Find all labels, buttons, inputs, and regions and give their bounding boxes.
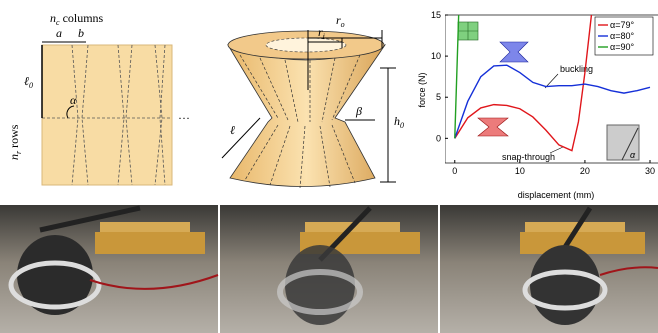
figure: nccolumns a b ℓ0 α nrrows ··· ro ri ℓ β … [0, 0, 658, 333]
y-tick-label: 0 [436, 133, 441, 143]
data-line [455, 15, 459, 138]
x-tick-label: 0 [452, 166, 457, 176]
inset-label: α [630, 150, 636, 160]
a-label: a [56, 26, 62, 40]
ellipsis: ··· [178, 111, 190, 125]
beta-label: β [355, 104, 362, 118]
photo [440, 205, 658, 333]
x-tick-label: 10 [515, 166, 525, 176]
h0-label: h0 [394, 114, 404, 130]
y-tick-label: 5 [436, 92, 441, 102]
x-tick-label: 20 [580, 166, 590, 176]
legend-label: α=80° [610, 31, 634, 41]
y-axis-label: force (N) [417, 72, 427, 107]
l-label: ℓ [230, 123, 235, 137]
force-displacement-chart: displacement (mm) force (N) buckling sna… [417, 10, 658, 200]
legend-label: α=79° [610, 20, 634, 30]
annotation: buckling [560, 64, 593, 74]
y-tick-label: 15 [431, 10, 441, 20]
ro-label: ro [336, 13, 345, 29]
annotation: snap-through [502, 152, 555, 162]
photo-strip [0, 205, 658, 333]
alpha-label: α [70, 93, 77, 107]
rows-label: nrrows [7, 124, 23, 160]
x-axis-label: displacement (mm) [518, 190, 595, 200]
b-label: b [78, 26, 84, 40]
x-tick-label: 30 [645, 166, 655, 176]
legend-label: α=90° [610, 42, 634, 52]
photo [0, 205, 218, 333]
l0-label: ℓ0 [24, 74, 33, 90]
y-tick-label: 10 [431, 51, 441, 61]
photo [220, 205, 438, 333]
ri-label: ri [318, 25, 325, 41]
hourglass-diagram: ro ri ℓ β h0 [222, 13, 404, 188]
